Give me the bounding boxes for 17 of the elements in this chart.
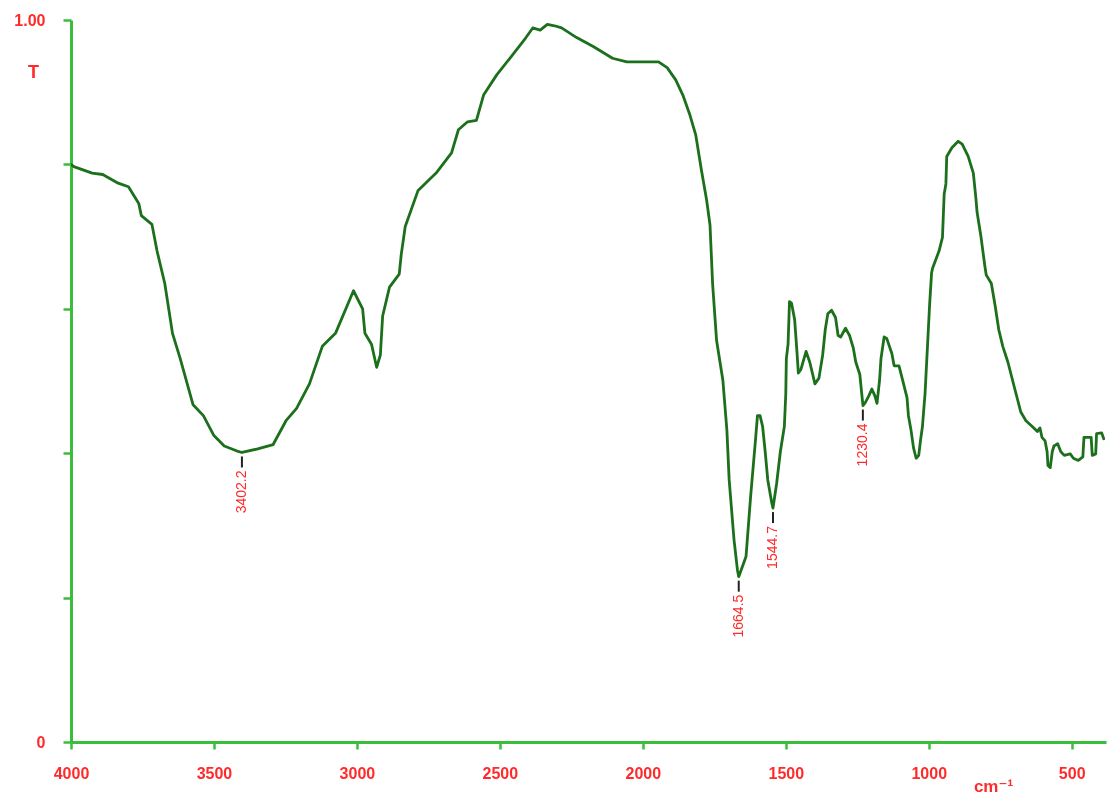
x-tick-label: 2500 bbox=[482, 764, 519, 782]
y-axis-title: T bbox=[28, 61, 39, 82]
annotation: 1230.4 bbox=[853, 423, 870, 467]
y-tick-label: 0 bbox=[36, 733, 46, 751]
x-tick-label: 4000 bbox=[53, 764, 90, 782]
x-tick-label: 1500 bbox=[768, 764, 805, 782]
annotation: 1544.7 bbox=[764, 525, 780, 569]
x-tick-label: 3500 bbox=[196, 764, 233, 782]
x-tick-label: 500 bbox=[1058, 764, 1086, 782]
line-series bbox=[71, 22, 1106, 579]
annotation: 1664.5 bbox=[729, 594, 746, 638]
x-axis-title: cm⁻¹ bbox=[973, 776, 1014, 794]
annotation: 3402.2 bbox=[232, 470, 249, 514]
x-tick-label: 2000 bbox=[625, 764, 662, 782]
x-tick-label: 3000 bbox=[339, 764, 376, 782]
y-tick-label: 1.00 bbox=[14, 11, 46, 29]
x-tick-label: 1000 bbox=[911, 764, 948, 782]
